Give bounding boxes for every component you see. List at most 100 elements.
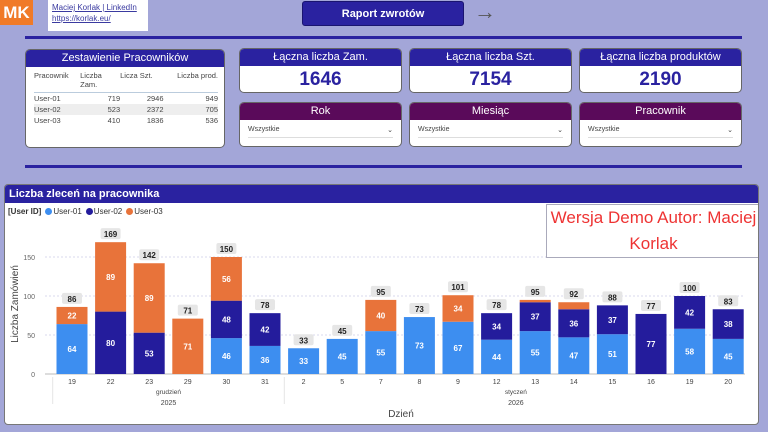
bar-user-01 — [56, 324, 88, 374]
bar-value-label: 73 — [415, 342, 424, 351]
x-tick-label: 9 — [456, 379, 460, 386]
dropdown-value: Wszystkie — [588, 126, 620, 133]
total-label-bg — [293, 334, 314, 346]
bar-user-02 — [133, 332, 165, 374]
total-label: 88 — [608, 293, 617, 302]
links-box: Maciej Korlak | LinkedIn https://korlak.… — [48, 0, 148, 31]
divider — [25, 165, 742, 168]
total-label-bg — [139, 249, 160, 261]
bar-user-02 — [95, 311, 127, 374]
bar-value-label: 42 — [685, 308, 694, 317]
legend-item-user01[interactable]: User-01 — [45, 207, 82, 216]
bar-user-01 — [365, 331, 397, 374]
total-label: 100 — [683, 284, 697, 293]
bar-value-label: 45 — [724, 352, 733, 361]
chart-title: Liczba zleceń na pracownika — [5, 185, 758, 203]
x-tick-label: 16 — [647, 379, 655, 386]
chevron-down-icon: ⌄ — [727, 127, 733, 134]
x-tick-label: 19 — [686, 379, 694, 386]
filter-year: Rok Wszystkie ⌄ — [239, 102, 402, 147]
kpi-value: 7154 — [469, 69, 512, 90]
x-tick-label: 20 — [724, 379, 732, 386]
table-row[interactable]: User-02 523 2372 705 — [34, 104, 218, 115]
bar-user-02 — [519, 302, 551, 332]
bar-user-01 — [442, 321, 474, 374]
bar-value-label: 55 — [376, 349, 385, 358]
table-row[interactable]: User-01 719 2946 949 — [34, 94, 218, 103]
total-label-bg — [216, 243, 237, 254]
website-link[interactable]: https://korlak.eu/ — [52, 14, 111, 23]
bar-value-label: 80 — [106, 339, 115, 348]
total-label-bg — [332, 324, 353, 336]
bar-user-03 — [442, 295, 474, 322]
bar-value-label: 55 — [531, 349, 540, 358]
filter-month: Miesiąc Wszystkie ⌄ — [409, 102, 572, 147]
bar-user-01 — [596, 334, 628, 374]
x-tick-label: 2 — [302, 379, 306, 386]
total-label-bg — [563, 288, 584, 300]
bar-user-02 — [210, 300, 242, 339]
dropdown-value: Wszystkie — [248, 126, 280, 133]
bar-value-label: 51 — [608, 350, 617, 359]
bar-user-01 — [403, 317, 435, 374]
linkedin-link[interactable]: Maciej Korlak | LinkedIn — [52, 3, 137, 12]
bar-value-label: 53 — [145, 349, 154, 358]
kpi-value: 1646 — [299, 69, 342, 90]
col-header: Licza Szt. — [120, 70, 164, 93]
legend: [User ID] User-01 User-02 User-03 — [8, 207, 163, 216]
arrow-right-icon[interactable]: → — [474, 0, 496, 24]
total-label: 95 — [531, 288, 540, 297]
summary-title: Zestawienie Pracowników — [26, 50, 224, 67]
x-tick-label: 29 — [184, 379, 192, 386]
x-tick-label: 19 — [68, 379, 76, 386]
bar-value-label: 22 — [68, 312, 77, 321]
table-row[interactable]: User-03 410 1836 536 — [34, 116, 218, 125]
month-dropdown[interactable]: Wszystkie ⌄ — [418, 126, 563, 138]
year-dropdown[interactable]: Wszystkie ⌄ — [248, 126, 393, 138]
bar-user-01 — [326, 338, 358, 374]
col-header: Pracownik — [34, 70, 81, 93]
bar-user-02 — [558, 309, 590, 338]
dropdown-value: Wszystkie — [418, 126, 450, 133]
total-label-bg — [486, 299, 507, 311]
bar-user-02 — [712, 309, 744, 339]
filter-label: Pracownik — [580, 103, 741, 120]
x-tick-label: 23 — [145, 379, 153, 386]
bar-user-01 — [249, 345, 281, 374]
bar-value-label: 89 — [106, 273, 115, 282]
summary-table: Pracownik Liczba Zam. Licza Szt. Liczba pro… — [34, 70, 218, 126]
total-label-bg — [679, 282, 700, 293]
bar-value-label: 33 — [299, 357, 308, 366]
bar-value-label: 37 — [531, 313, 540, 322]
total-label: 45 — [338, 327, 347, 336]
y-axis-label: Liczba Zamówień — [10, 265, 21, 343]
bar-value-label: 37 — [608, 316, 617, 325]
kpi-products: Łączna liczba produktów 2190 — [579, 48, 742, 93]
x-tick-label: 15 — [609, 379, 617, 386]
total-label-bg — [718, 295, 739, 307]
year-label: 2026 — [508, 400, 524, 407]
bar-user-03 — [210, 257, 242, 301]
legend-item-user03[interactable]: User-03 — [126, 207, 163, 216]
total-label-bg — [370, 285, 391, 297]
x-tick-label: 5 — [340, 379, 344, 386]
employee-dropdown[interactable]: Wszystkie ⌄ — [588, 126, 733, 138]
legend-item-user02[interactable]: User-02 — [85, 207, 122, 216]
x-tick-label: 31 — [261, 379, 269, 386]
bar-user-02 — [674, 296, 706, 329]
bar-user-02 — [481, 313, 513, 340]
total-label: 78 — [492, 301, 501, 310]
month-label: styczeń — [505, 389, 527, 396]
kpi-orders: Łączna liczba Zam. 1646 — [239, 48, 402, 93]
bar-value-label: 38 — [724, 320, 733, 329]
bar-value-label: 40 — [376, 312, 385, 321]
bar-user-03 — [172, 318, 204, 374]
employee-summary-card: Zestawienie Pracowników Pracownik Liczba … — [25, 49, 225, 148]
bar-user-01 — [481, 339, 513, 374]
report-returns-button[interactable]: Raport zwrotów — [302, 1, 464, 26]
x-tick-label: 8 — [417, 379, 421, 386]
x-tick-label: 22 — [107, 379, 115, 386]
total-label-bg — [62, 292, 82, 304]
bar-value-label: 36 — [569, 319, 578, 328]
bar-value-label: 46 — [222, 352, 231, 361]
